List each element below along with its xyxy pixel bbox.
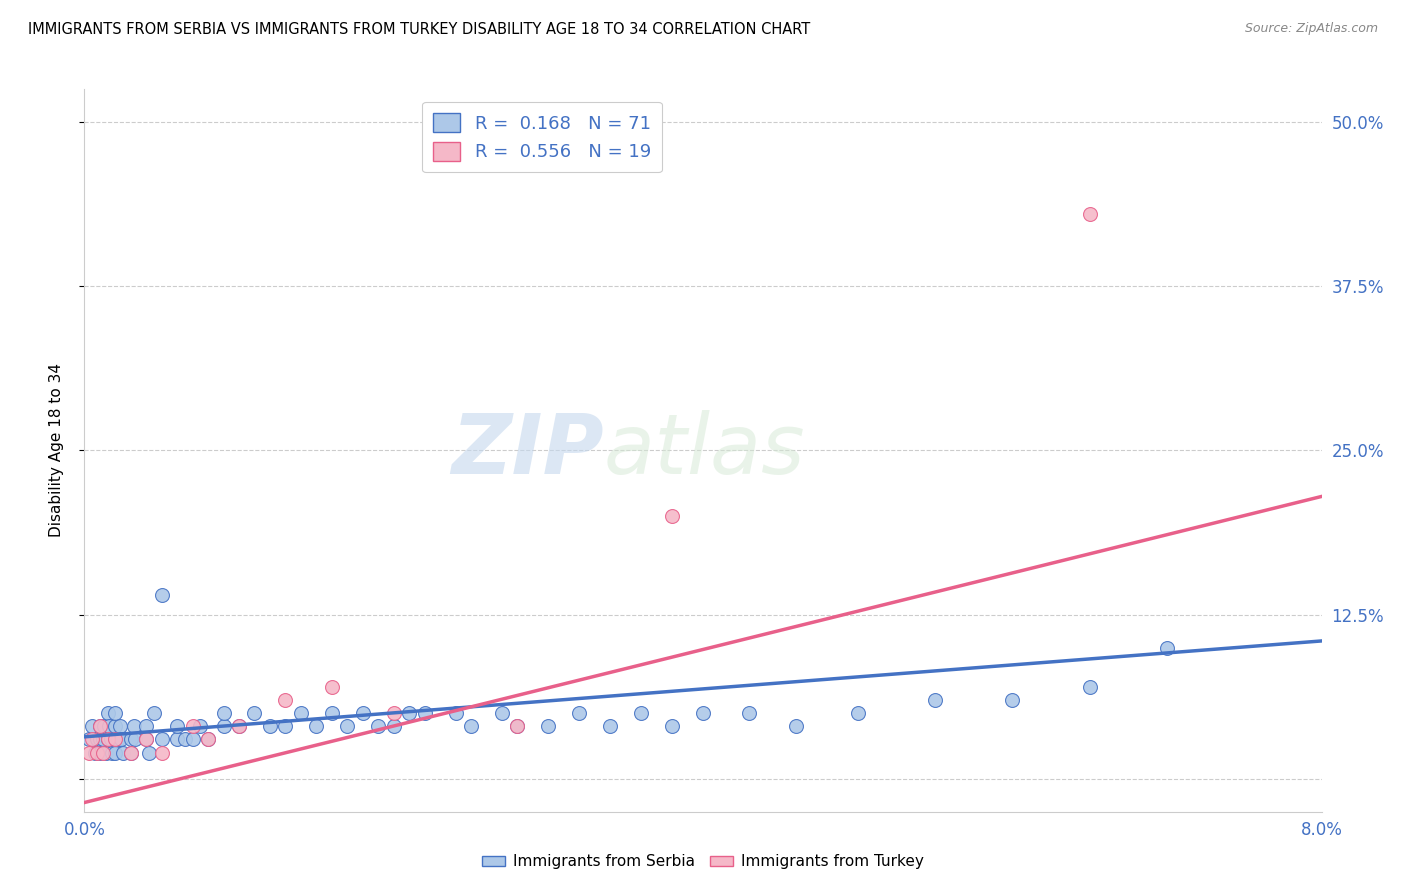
- Point: [568, 706, 591, 721]
- Text: IMMIGRANTS FROM SERBIA VS IMMIGRANTS FROM TURKEY DISABILITY AGE 18 TO 34 CORRELA: IMMIGRANTS FROM SERBIA VS IMMIGRANTS FRO…: [28, 22, 810, 37]
- Y-axis label: Disability Age 18 to 34: Disability Age 18 to 34: [49, 363, 63, 538]
- Point: [150, 588, 173, 602]
- Point: [197, 732, 219, 747]
- Point: [444, 706, 467, 721]
- Point: [77, 732, 100, 747]
- Point: [599, 719, 621, 733]
- Point: [110, 732, 132, 747]
- Point: [336, 719, 359, 733]
- Point: [352, 706, 374, 721]
- Point: [84, 746, 107, 760]
- Point: [143, 706, 166, 721]
- Point: [120, 746, 142, 760]
- Point: [1001, 693, 1024, 707]
- Point: [86, 746, 108, 760]
- Point: [138, 746, 160, 760]
- Text: ZIP: ZIP: [451, 410, 605, 491]
- Point: [506, 719, 529, 733]
- Point: [924, 693, 946, 707]
- Point: [382, 706, 405, 721]
- Point: [181, 732, 204, 747]
- Point: [259, 719, 281, 733]
- Text: Source: ZipAtlas.com: Source: ZipAtlas.com: [1244, 22, 1378, 36]
- Point: [94, 746, 117, 760]
- Point: [321, 706, 343, 721]
- Point: [1156, 640, 1178, 655]
- Legend: Immigrants from Serbia, Immigrants from Turkey: Immigrants from Serbia, Immigrants from …: [477, 848, 929, 875]
- Point: [166, 719, 188, 733]
- Point: [107, 732, 129, 747]
- Point: [124, 732, 146, 747]
- Point: [82, 719, 104, 733]
- Point: [661, 509, 683, 524]
- Point: [460, 719, 482, 733]
- Point: [89, 719, 111, 733]
- Point: [89, 732, 111, 747]
- Point: [212, 719, 235, 733]
- Point: [846, 706, 869, 721]
- Point: [398, 706, 420, 721]
- Point: [104, 746, 127, 760]
- Point: [91, 732, 114, 747]
- Point: [188, 719, 212, 733]
- Point: [104, 719, 127, 733]
- Point: [108, 719, 131, 733]
- Point: [785, 719, 807, 733]
- Point: [96, 732, 120, 747]
- Point: [89, 746, 111, 760]
- Point: [166, 732, 188, 747]
- Point: [96, 706, 120, 721]
- Point: [274, 693, 297, 707]
- Point: [290, 706, 312, 721]
- Point: [1078, 207, 1101, 221]
- Point: [305, 719, 328, 733]
- Point: [367, 719, 389, 733]
- Point: [382, 719, 405, 733]
- Point: [104, 732, 127, 747]
- Legend: R =  0.168   N = 71, R =  0.556   N = 19: R = 0.168 N = 71, R = 0.556 N = 19: [422, 102, 662, 172]
- Point: [1078, 680, 1101, 694]
- Point: [112, 746, 135, 760]
- Point: [738, 706, 761, 721]
- Point: [150, 732, 173, 747]
- Point: [120, 732, 142, 747]
- Point: [321, 680, 343, 694]
- Point: [212, 706, 235, 721]
- Point: [101, 746, 124, 760]
- Point: [491, 706, 513, 721]
- Point: [91, 746, 114, 760]
- Point: [93, 719, 115, 733]
- Point: [537, 719, 560, 733]
- Point: [174, 732, 197, 747]
- Point: [86, 732, 108, 747]
- Point: [96, 732, 120, 747]
- Point: [181, 719, 204, 733]
- Point: [661, 719, 683, 733]
- Point: [197, 732, 219, 747]
- Point: [413, 706, 436, 721]
- Point: [274, 719, 297, 733]
- Point: [228, 719, 250, 733]
- Point: [89, 719, 111, 733]
- Point: [104, 732, 127, 747]
- Point: [122, 719, 145, 733]
- Point: [120, 746, 142, 760]
- Point: [630, 706, 652, 721]
- Point: [150, 746, 173, 760]
- Point: [243, 706, 266, 721]
- Point: [135, 732, 157, 747]
- Point: [135, 732, 157, 747]
- Point: [82, 732, 104, 747]
- Text: atlas: atlas: [605, 410, 806, 491]
- Point: [77, 746, 100, 760]
- Point: [104, 706, 127, 721]
- Point: [692, 706, 714, 721]
- Point: [98, 719, 121, 733]
- Point: [506, 719, 529, 733]
- Point: [100, 732, 122, 747]
- Point: [228, 719, 250, 733]
- Point: [135, 719, 157, 733]
